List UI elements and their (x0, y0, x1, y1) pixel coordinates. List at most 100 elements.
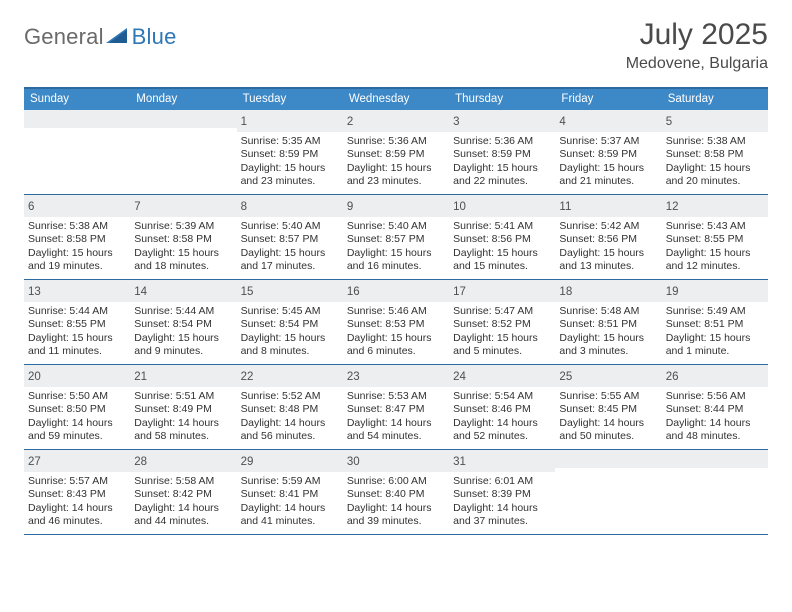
cell-line-daylight2: and 50 minutes. (559, 430, 657, 443)
day-number-bar (24, 110, 130, 128)
cell-line-sunrise: Sunrise: 5:38 AM (666, 135, 764, 148)
cell-line-daylight1: Daylight: 15 hours (559, 332, 657, 345)
cell-line-sunset: Sunset: 8:45 PM (559, 403, 657, 416)
cell-line-sunset: Sunset: 8:51 PM (666, 318, 764, 331)
cell-line-daylight2: and 11 minutes. (28, 345, 126, 358)
day-cell: 8Sunrise: 5:40 AMSunset: 8:57 PMDaylight… (237, 195, 343, 279)
weekday-header: Monday (130, 89, 236, 110)
day-number-bar: 19 (662, 280, 768, 302)
cell-line-daylight1: Daylight: 14 hours (559, 417, 657, 430)
weekday-header: Tuesday (237, 89, 343, 110)
day-cell: 17Sunrise: 5:47 AMSunset: 8:52 PMDayligh… (449, 280, 555, 364)
day-number: 24 (453, 371, 466, 383)
cell-line-sunrise: Sunrise: 5:36 AM (347, 135, 445, 148)
cell-line-daylight2: and 9 minutes. (134, 345, 232, 358)
cell-line-daylight2: and 15 minutes. (453, 260, 551, 273)
weekday-header: Thursday (449, 89, 555, 110)
cell-line-sunrise: Sunrise: 5:58 AM (134, 475, 232, 488)
cell-line-sunset: Sunset: 8:48 PM (241, 403, 339, 416)
cell-line-sunset: Sunset: 8:46 PM (453, 403, 551, 416)
cell-line-sunrise: Sunrise: 5:37 AM (559, 135, 657, 148)
cell-line-daylight1: Daylight: 14 hours (666, 417, 764, 430)
cell-line-sunset: Sunset: 8:56 PM (559, 233, 657, 246)
day-number: 31 (453, 456, 466, 468)
cell-line-daylight1: Daylight: 15 hours (666, 162, 764, 175)
cell-line-sunrise: Sunrise: 5:40 AM (241, 220, 339, 233)
cell-line-sunset: Sunset: 8:51 PM (559, 318, 657, 331)
cell-line-sunrise: Sunrise: 5:35 AM (241, 135, 339, 148)
day-cell (130, 110, 236, 194)
day-cell: 10Sunrise: 5:41 AMSunset: 8:56 PMDayligh… (449, 195, 555, 279)
week-row: 20Sunrise: 5:50 AMSunset: 8:50 PMDayligh… (24, 365, 768, 450)
day-number: 4 (559, 116, 565, 128)
cell-line-sunset: Sunset: 8:59 PM (453, 148, 551, 161)
cell-line-sunset: Sunset: 8:59 PM (347, 148, 445, 161)
day-cell: 13Sunrise: 5:44 AMSunset: 8:55 PMDayligh… (24, 280, 130, 364)
day-cell: 22Sunrise: 5:52 AMSunset: 8:48 PMDayligh… (237, 365, 343, 449)
day-cell: 1Sunrise: 5:35 AMSunset: 8:59 PMDaylight… (237, 110, 343, 194)
day-cell: 30Sunrise: 6:00 AMSunset: 8:40 PMDayligh… (343, 450, 449, 534)
cell-line-daylight1: Daylight: 14 hours (347, 502, 445, 515)
day-number-bar: 21 (130, 365, 236, 387)
cell-line-sunrise: Sunrise: 5:39 AM (134, 220, 232, 233)
cell-line-daylight1: Daylight: 15 hours (241, 332, 339, 345)
day-number: 11 (559, 201, 571, 213)
cell-line-sunset: Sunset: 8:58 PM (134, 233, 232, 246)
cell-line-sunset: Sunset: 8:55 PM (28, 318, 126, 331)
cell-line-daylight2: and 44 minutes. (134, 515, 232, 528)
cell-line-sunset: Sunset: 8:58 PM (666, 148, 764, 161)
day-number: 2 (347, 116, 353, 128)
day-number: 17 (453, 286, 466, 298)
day-cell: 19Sunrise: 5:49 AMSunset: 8:51 PMDayligh… (662, 280, 768, 364)
day-number-bar: 25 (555, 365, 661, 387)
cell-line-daylight2: and 13 minutes. (559, 260, 657, 273)
day-number-bar: 6 (24, 195, 130, 217)
cell-line-sunrise: Sunrise: 5:41 AM (453, 220, 551, 233)
cell-line-sunrise: Sunrise: 5:40 AM (347, 220, 445, 233)
cell-line-sunset: Sunset: 8:50 PM (28, 403, 126, 416)
cell-line-daylight1: Daylight: 15 hours (453, 162, 551, 175)
day-cell: 12Sunrise: 5:43 AMSunset: 8:55 PMDayligh… (662, 195, 768, 279)
day-number: 5 (666, 116, 672, 128)
day-number-bar (130, 110, 236, 128)
cell-line-daylight2: and 16 minutes. (347, 260, 445, 273)
day-cell (24, 110, 130, 194)
location-subtitle: Medovene, Bulgaria (626, 55, 768, 73)
day-number-bar: 30 (343, 450, 449, 472)
cell-line-daylight2: and 17 minutes. (241, 260, 339, 273)
day-number-bar: 13 (24, 280, 130, 302)
day-cell: 28Sunrise: 5:58 AMSunset: 8:42 PMDayligh… (130, 450, 236, 534)
day-cell: 29Sunrise: 5:59 AMSunset: 8:41 PMDayligh… (237, 450, 343, 534)
page-header: General Blue July 2025 Medovene, Bulgari… (24, 18, 768, 73)
cell-line-daylight1: Daylight: 15 hours (347, 247, 445, 260)
day-cell: 6Sunrise: 5:38 AMSunset: 8:58 PMDaylight… (24, 195, 130, 279)
cell-line-daylight1: Daylight: 14 hours (453, 417, 551, 430)
cell-line-daylight1: Daylight: 14 hours (134, 502, 232, 515)
cell-line-sunrise: Sunrise: 5:44 AM (134, 305, 232, 318)
calendar-grid: Sunday Monday Tuesday Wednesday Thursday… (24, 87, 768, 535)
day-number-bar: 8 (237, 195, 343, 217)
cell-line-sunrise: Sunrise: 5:43 AM (666, 220, 764, 233)
day-number-bar: 15 (237, 280, 343, 302)
cell-line-daylight2: and 6 minutes. (347, 345, 445, 358)
cell-line-sunrise: Sunrise: 5:36 AM (453, 135, 551, 148)
day-number-bar: 28 (130, 450, 236, 472)
cell-line-sunrise: Sunrise: 5:56 AM (666, 390, 764, 403)
cell-line-daylight2: and 48 minutes. (666, 430, 764, 443)
day-number: 30 (347, 456, 360, 468)
cell-line-sunset: Sunset: 8:59 PM (241, 148, 339, 161)
cell-line-daylight1: Daylight: 14 hours (28, 502, 126, 515)
day-cell: 14Sunrise: 5:44 AMSunset: 8:54 PMDayligh… (130, 280, 236, 364)
cell-line-daylight2: and 3 minutes. (559, 345, 657, 358)
day-cell (662, 450, 768, 534)
day-number: 7 (134, 201, 140, 213)
day-cell: 18Sunrise: 5:48 AMSunset: 8:51 PMDayligh… (555, 280, 661, 364)
cell-line-daylight2: and 8 minutes. (241, 345, 339, 358)
logo-word-general: General (24, 24, 104, 50)
day-number-bar: 22 (237, 365, 343, 387)
cell-line-daylight2: and 19 minutes. (28, 260, 126, 273)
cell-line-sunset: Sunset: 8:44 PM (666, 403, 764, 416)
day-number-bar: 16 (343, 280, 449, 302)
cell-line-daylight2: and 54 minutes. (347, 430, 445, 443)
cell-line-sunrise: Sunrise: 5:47 AM (453, 305, 551, 318)
